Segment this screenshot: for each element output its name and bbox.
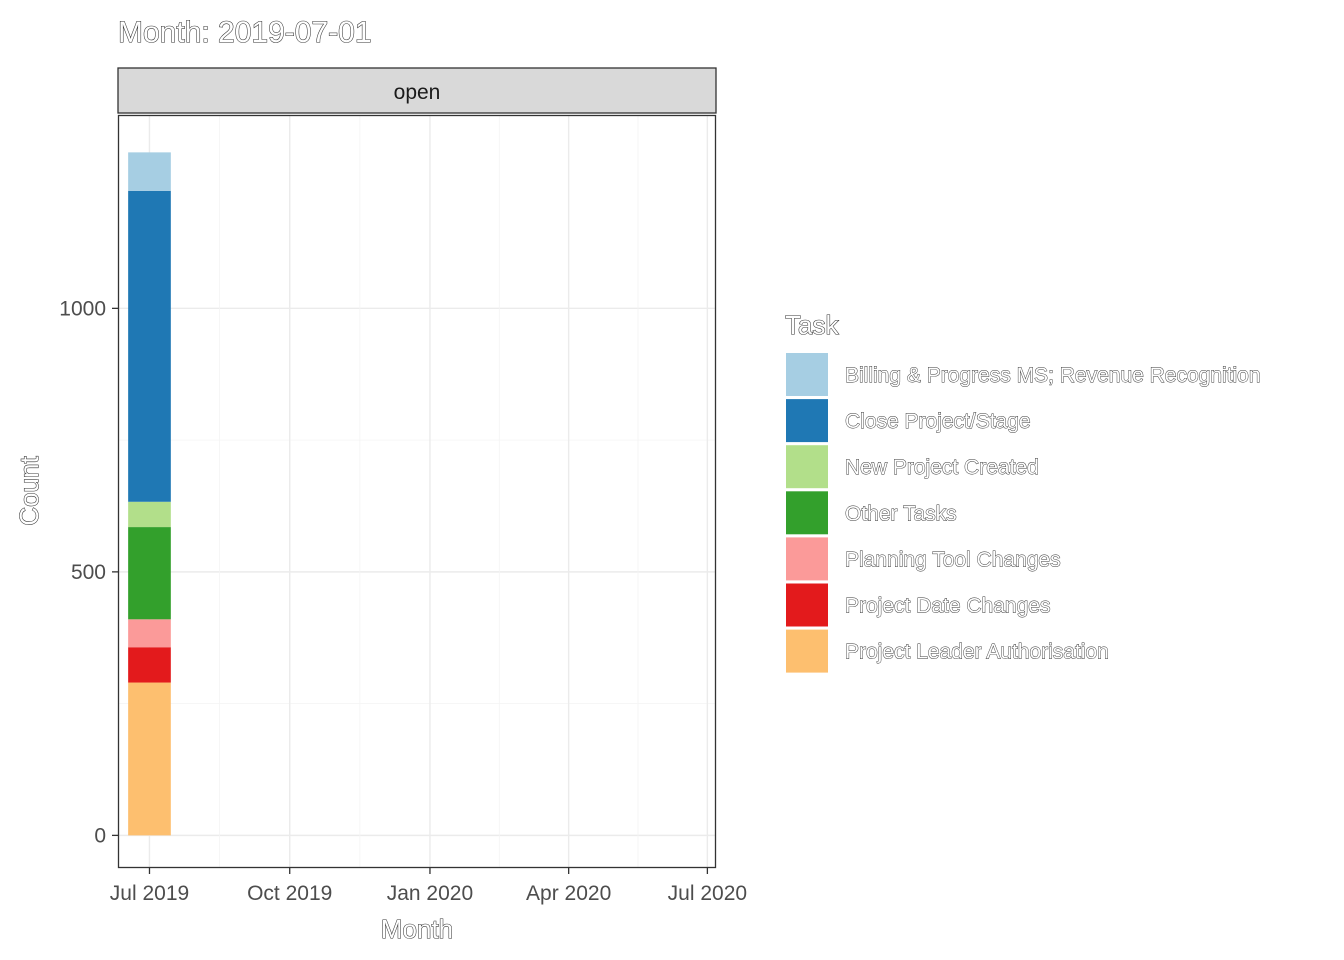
bar-segment-project-leader-authorisation bbox=[128, 682, 171, 836]
x-tick-label: Apr 2020 bbox=[526, 882, 611, 905]
legend-label: Billing & Progress MS; Revenue Recogniti… bbox=[845, 364, 1261, 387]
legend-key bbox=[786, 445, 828, 489]
legend-key bbox=[786, 629, 828, 673]
legend-key bbox=[786, 353, 828, 396]
bar-segment-project-date-changes bbox=[128, 647, 171, 683]
x-tick-label: Jan 2020 bbox=[387, 882, 473, 905]
legend-key bbox=[786, 537, 828, 581]
x-axis-label: Month bbox=[381, 914, 453, 944]
facet-label: open bbox=[394, 81, 441, 104]
facet-strip bbox=[117, 67, 717, 114]
x-tick-label: Oct 2019 bbox=[247, 882, 332, 905]
bar-stack bbox=[128, 152, 171, 836]
y-tick-label: 500 bbox=[71, 561, 106, 584]
bar-segment-other-tasks bbox=[128, 527, 171, 620]
y-tick-label: 0 bbox=[94, 824, 106, 847]
legend-label: Close Project/Stage bbox=[845, 410, 1031, 433]
gridlines bbox=[119, 116, 715, 867]
panel-border bbox=[117, 114, 717, 869]
legend-label: Other Tasks bbox=[845, 502, 957, 525]
legend-key bbox=[786, 491, 828, 535]
legend-label: Project Date Changes bbox=[845, 595, 1050, 618]
bar-segment-billing-progress-ms-revenue-recognition bbox=[128, 152, 171, 191]
x-axis: Jul 2019 Oct 2019 Jan 2020 Apr 2020 Jul 2020 bbox=[110, 868, 747, 905]
bar-segment-close-project-stage bbox=[128, 190, 171, 502]
legend-key bbox=[786, 399, 828, 443]
legend: Billing & Progress MS; Revenue Recogniti… bbox=[786, 353, 1261, 673]
chart-title: Month: 2019-07-01 bbox=[118, 16, 372, 49]
legend-label: New Project Created bbox=[845, 456, 1039, 479]
y-axis-label: Count bbox=[14, 456, 44, 526]
y-axis: 0 500 1000 bbox=[59, 297, 118, 847]
legend-label: Planning Tool Changes bbox=[845, 548, 1061, 571]
legend-label: Project Leader Authorisation bbox=[845, 641, 1109, 664]
x-tick-label: Jul 2019 bbox=[110, 882, 189, 905]
bar-segment-new-project-created bbox=[128, 501, 171, 528]
y-tick-label: 1000 bbox=[59, 297, 106, 320]
legend-key bbox=[786, 583, 828, 627]
legend-title: Task bbox=[785, 310, 839, 340]
bar-segment-planning-tool-changes bbox=[128, 619, 171, 648]
x-tick-label: Jul 2020 bbox=[668, 882, 747, 905]
